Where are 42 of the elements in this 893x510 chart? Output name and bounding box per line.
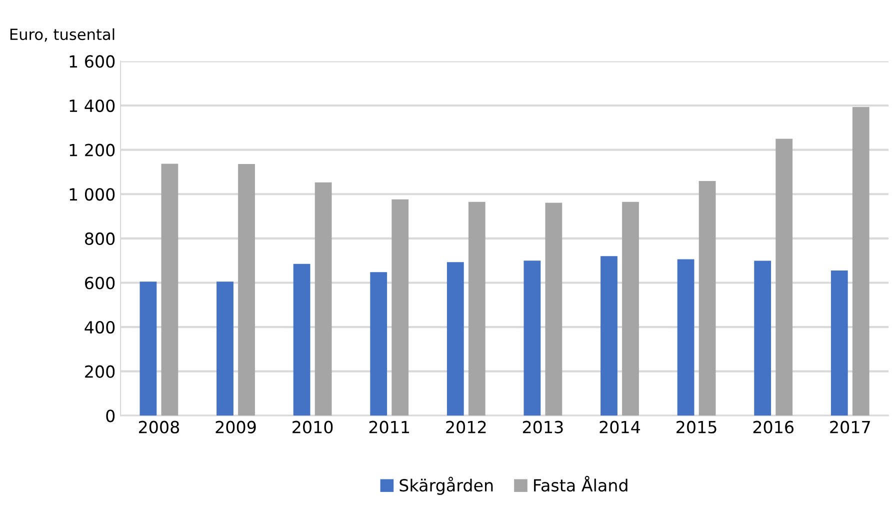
- legend-label: Skärgården: [400, 476, 493, 495]
- bar: [698, 181, 716, 416]
- x-tick-label: 2010: [292, 420, 333, 434]
- y-tick-label: 1 200: [70, 144, 115, 156]
- bar: [468, 202, 486, 416]
- bar: [314, 182, 332, 416]
- bar: [776, 138, 793, 416]
- x-tick-label: 2013: [522, 420, 563, 434]
- bar: [238, 164, 255, 416]
- x-tick-label: 2009: [216, 420, 256, 434]
- bar: [370, 272, 388, 416]
- y-tick-label: 200: [85, 365, 115, 378]
- x-tick-label: 2014: [600, 420, 640, 434]
- y-tick-label: 600: [85, 276, 115, 290]
- y-tick-label: 1 400: [70, 99, 115, 112]
- y-tick-label: 800: [85, 232, 115, 245]
- bar: [754, 260, 772, 416]
- bar: [392, 199, 409, 416]
- y-tick-label: 400: [84, 321, 115, 334]
- x-tick-label: 2012: [446, 420, 486, 434]
- bar: [852, 107, 870, 416]
- y-tick-label: 1 000: [70, 188, 115, 201]
- bar: [216, 282, 234, 416]
- x-tick-label: 2008: [138, 420, 180, 434]
- bar: [600, 256, 618, 416]
- bar: [524, 260, 541, 416]
- x-tick-label: 2011: [369, 420, 410, 434]
- bar: [293, 264, 310, 416]
- bar: [446, 262, 464, 416]
- bar: [140, 282, 157, 416]
- y-tick-label: 0: [106, 410, 115, 422]
- y-axis-title: Euro, tusental: [10, 28, 114, 42]
- bar: [622, 202, 639, 416]
- x-tick-label: 2017: [830, 420, 870, 434]
- bar: [545, 202, 562, 416]
- bar: [830, 270, 848, 416]
- legend-label: Fasta Åland: [534, 476, 628, 492]
- x-tick-label: 2015: [676, 420, 716, 434]
- bar: [161, 164, 178, 416]
- bar: [677, 259, 694, 416]
- x-tick-label: 2016: [753, 420, 794, 434]
- y-tick-label: 1 600: [70, 55, 115, 68]
